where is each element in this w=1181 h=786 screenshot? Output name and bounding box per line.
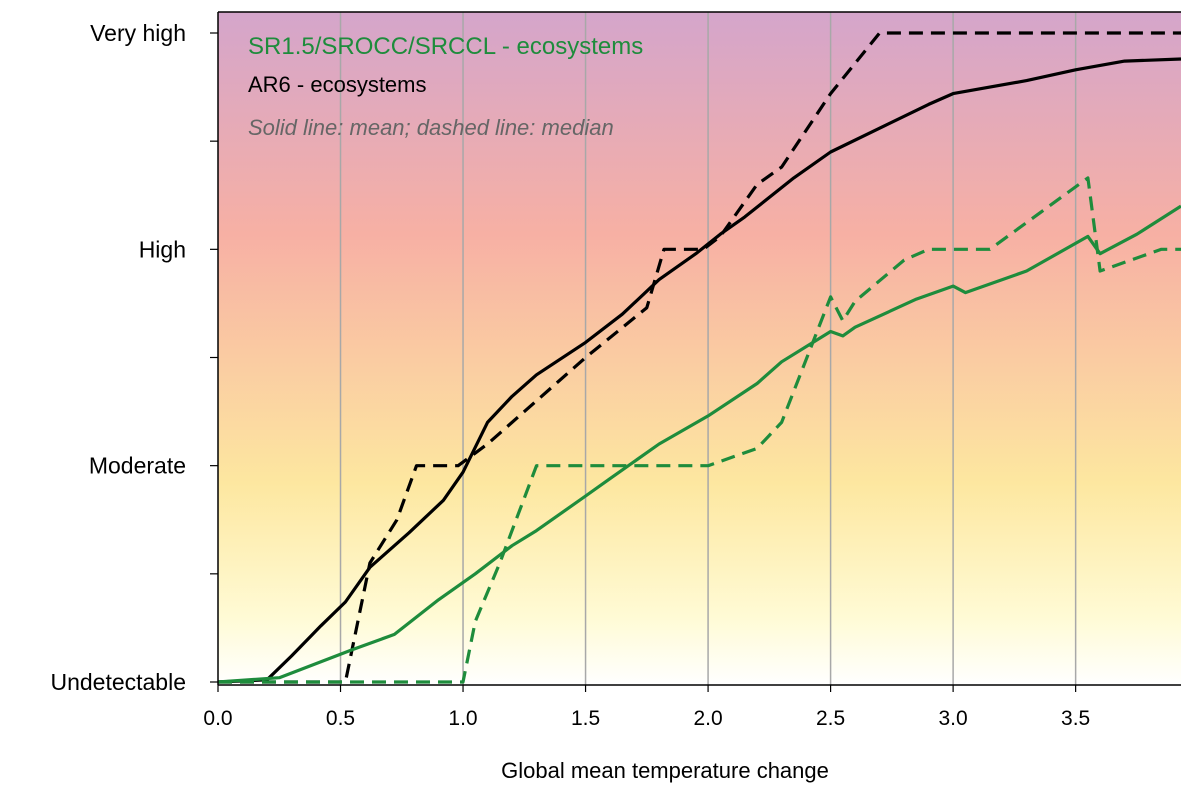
y-tick-label: Moderate [89, 453, 186, 479]
black-solid-line [217, 57, 1181, 684]
legend-black-label: AR6 - ecosystems [248, 72, 427, 97]
legend-green-label: SR1.5/SROCC/SRCCL - ecosystems [248, 33, 643, 60]
y-tick-label: High [139, 236, 186, 262]
y-ticks: Undetectable Moderate High Very high [50, 20, 218, 695]
series-layer [217, 31, 1181, 684]
y-tick-label: Undetectable [50, 669, 186, 695]
black-dashed-line [218, 31, 1181, 684]
y-tick-label: Very high [90, 20, 186, 46]
x-tick-label: 3.5 [1061, 707, 1090, 730]
x-tick-label: 2.0 [693, 707, 722, 730]
x-tick-label: 0.0 [203, 707, 232, 730]
green-solid-line [217, 204, 1181, 684]
x-tick-label: 0.5 [326, 707, 355, 730]
x-axis-title: Global mean temperature change [501, 758, 829, 783]
grid [339, 12, 1077, 685]
legend-note: Solid line: mean; dashed line: median [248, 115, 614, 140]
x-ticks: 0.0 0.5 1.0 1.5 2.0 2.5 3.0 3.5 [203, 685, 1090, 730]
x-tick-label: 2.5 [816, 707, 845, 730]
x-tick-label: 3.0 [939, 707, 968, 730]
plot-background [218, 12, 1181, 685]
x-tick-label: 1.0 [448, 707, 477, 730]
x-tick-label: 1.5 [571, 707, 600, 730]
green-dashed-line [218, 176, 1181, 684]
